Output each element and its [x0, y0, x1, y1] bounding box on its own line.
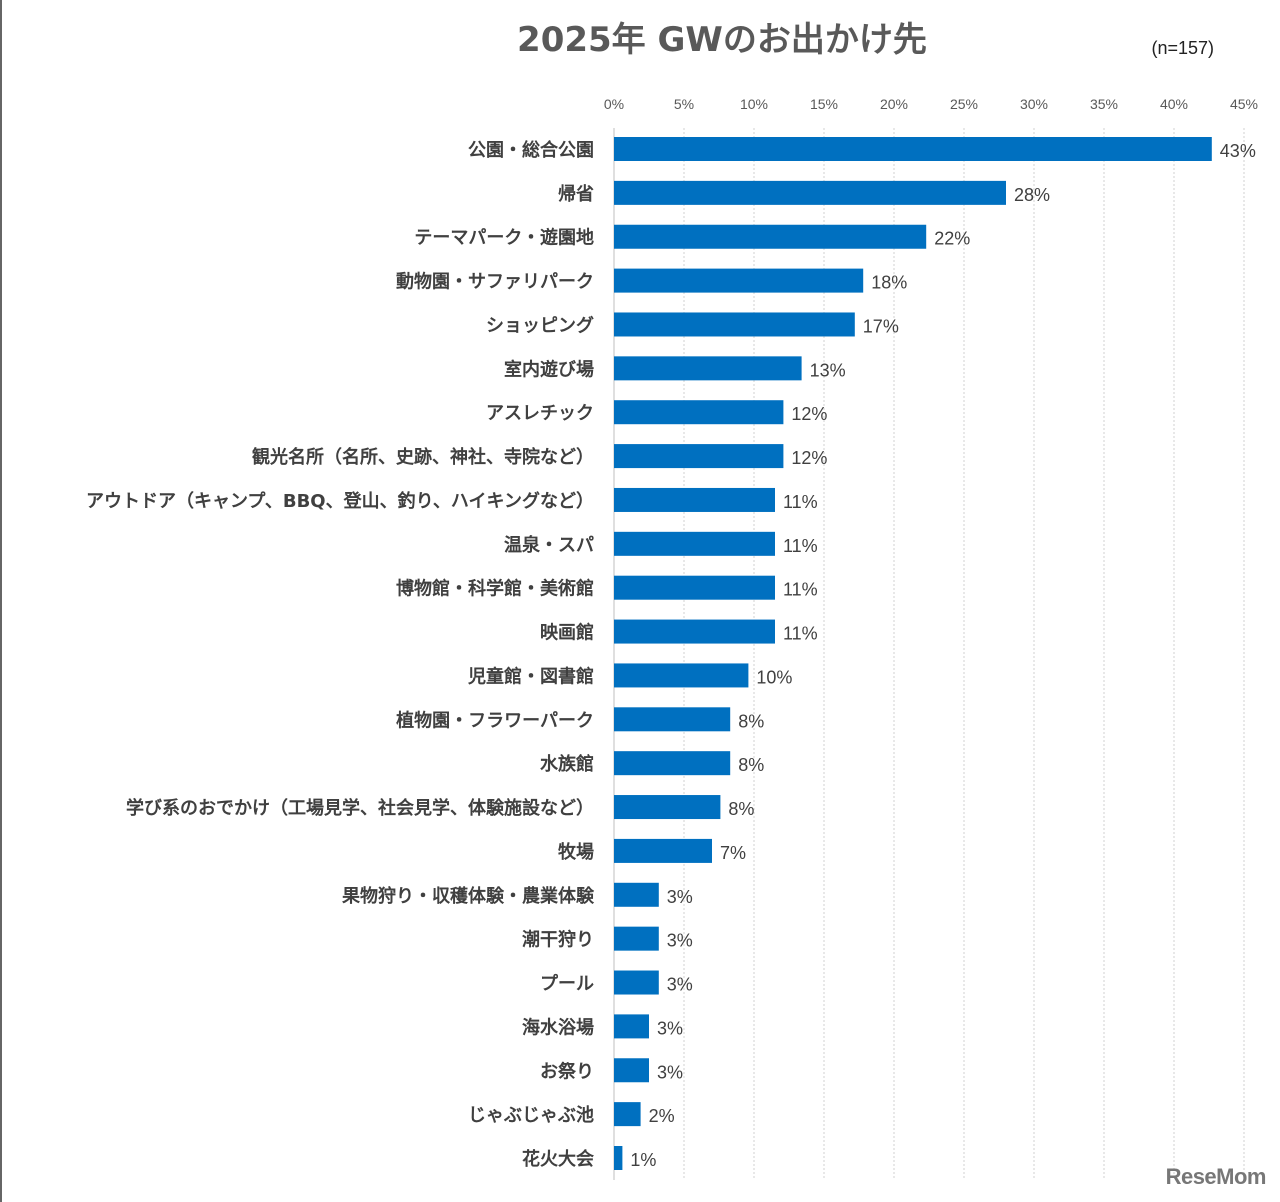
- category-label: 水族館: [540, 753, 594, 775]
- bar: [614, 312, 855, 337]
- category-label: 潮干狩り: [522, 929, 594, 951]
- category-label: 花火大会: [522, 1148, 594, 1170]
- bar: [614, 356, 802, 381]
- category-label: 植物園・フラワーパーク: [396, 709, 594, 731]
- category-label: 牧場: [558, 841, 594, 863]
- bar: [614, 751, 731, 776]
- data-label: 28%: [1014, 185, 1050, 205]
- category-label: アウトドア（キャンプ、BBQ、登山、釣り、ハイキングなど）: [86, 490, 594, 512]
- bar: [614, 400, 784, 425]
- data-label: 11%: [783, 580, 818, 600]
- category-label: じゃぶじゃぶ池: [468, 1104, 594, 1126]
- data-label: 8%: [728, 799, 754, 819]
- x-tick-label: 40%: [1160, 96, 1188, 112]
- category-label: お祭り: [540, 1060, 594, 1082]
- category-label: 海水浴場: [522, 1016, 594, 1038]
- data-label: 12%: [791, 448, 827, 468]
- category-label: ショッピング: [486, 314, 594, 336]
- data-label: 18%: [871, 273, 907, 293]
- bar: [614, 575, 775, 600]
- data-label: 11%: [783, 536, 818, 556]
- bar: [614, 663, 749, 688]
- data-label: 8%: [738, 755, 764, 775]
- data-label: 3%: [667, 975, 693, 995]
- data-label: 11%: [783, 624, 818, 644]
- category-label: 映画館: [540, 622, 594, 644]
- category-label: 学び系のおでかけ（工場見学、社会見学、体験施設など）: [126, 797, 594, 819]
- bar: [614, 180, 1006, 205]
- data-label: 3%: [667, 931, 693, 951]
- bar: [614, 1146, 623, 1170]
- category-label: 博物館・科学館・美術館: [396, 578, 594, 600]
- data-label: 3%: [657, 1062, 683, 1082]
- data-label: 7%: [720, 843, 746, 863]
- data-label: 3%: [667, 887, 693, 907]
- category-label: 温泉・スパ: [504, 534, 594, 556]
- bar: [614, 970, 659, 995]
- category-label: 室内遊び場: [504, 358, 594, 380]
- data-label: 17%: [863, 316, 899, 336]
- bar: [614, 795, 721, 820]
- category-label: テーマパーク・遊園地: [414, 227, 594, 249]
- data-label: 1%: [630, 1150, 656, 1170]
- sample-size: (n=157): [1151, 38, 1214, 58]
- data-label: 43%: [1220, 141, 1256, 161]
- category-label: 帰省: [558, 183, 594, 205]
- x-tick-label: 20%: [880, 96, 908, 112]
- x-tick-label: 45%: [1230, 96, 1258, 112]
- data-label: 10%: [756, 667, 792, 687]
- bar: [614, 224, 927, 249]
- data-label: 3%: [657, 1018, 683, 1038]
- bar: [614, 707, 731, 732]
- category-label: 公園・総合公園: [468, 139, 594, 161]
- x-tick-label: 0%: [604, 96, 624, 112]
- bar: [614, 619, 775, 644]
- bar: [614, 1102, 641, 1127]
- category-label: プール: [540, 973, 594, 995]
- bar: [614, 838, 712, 863]
- x-tick-label: 5%: [674, 96, 694, 112]
- data-label: 8%: [738, 711, 764, 731]
- resemom-logo: ReseMom: [1165, 1164, 1267, 1189]
- data-label: 12%: [791, 404, 827, 424]
- bar: [614, 487, 775, 512]
- chart-title: 2025年 GWのお出かけ先: [517, 20, 927, 60]
- x-tick-label: 35%: [1090, 96, 1118, 112]
- x-tick-label: 25%: [950, 96, 978, 112]
- x-tick-label: 10%: [740, 96, 768, 112]
- bar: [614, 926, 659, 951]
- bar: [614, 882, 659, 907]
- category-label: 児童館・図書館: [467, 665, 594, 687]
- category-label: アスレチック: [486, 403, 594, 424]
- bar: [614, 137, 1212, 161]
- x-tick-label: 30%: [1020, 96, 1048, 112]
- x-tick-label: 15%: [810, 96, 838, 112]
- data-label: 11%: [783, 492, 818, 512]
- category-label: 果物狩り・収穫体験・農業体験: [341, 885, 595, 907]
- bar: [614, 1014, 649, 1039]
- data-label: 2%: [649, 1106, 675, 1126]
- data-label: 22%: [934, 229, 970, 249]
- category-label: 観光名所（名所、史跡、神社、寺院など）: [252, 446, 594, 468]
- bar: [614, 531, 775, 556]
- bar: [614, 268, 864, 293]
- bar: [614, 444, 784, 469]
- data-label: 13%: [810, 360, 846, 380]
- bar: [614, 1058, 649, 1083]
- category-label: 動物園・サファリパーク: [396, 271, 594, 293]
